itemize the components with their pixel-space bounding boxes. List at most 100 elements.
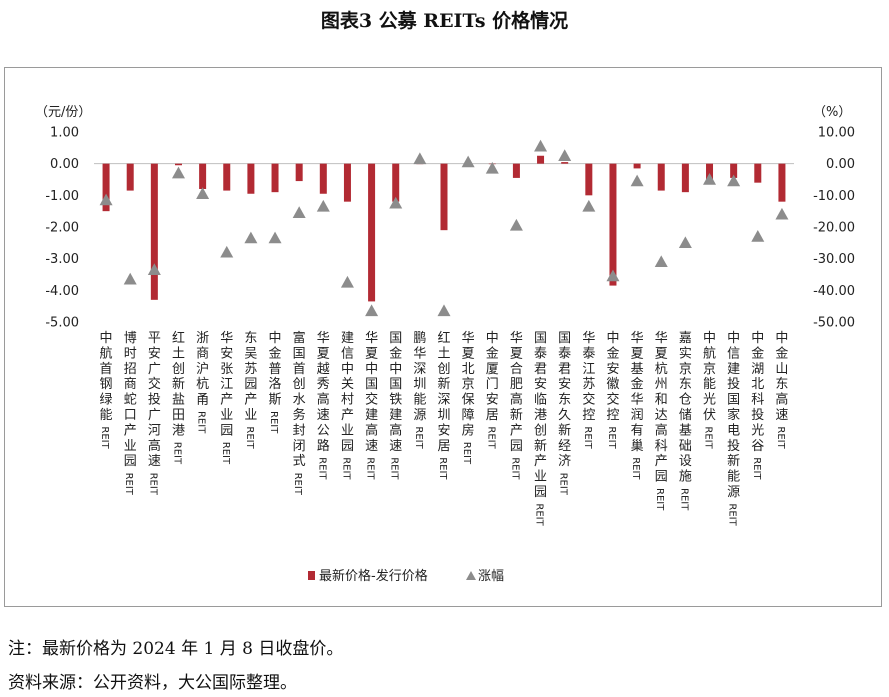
legend-bar-swatch [308,571,315,580]
change-marker-3 [147,263,161,275]
category-label-suffix: REIT [292,473,303,496]
category-label-5: 浙商沪杭甬 [196,331,209,408]
category-label-28: 中金湖北科投光谷 [751,331,764,454]
category-label-16: 华夏北京保障房 [462,331,475,438]
bar-3 [150,163,158,300]
change-marker-14 [413,152,427,165]
category-label-suffix: REIT [99,426,110,449]
right-axis-unit: （%） [813,105,851,120]
left-tick-label: -5.00 [45,316,79,331]
category-label-suffix: REIT [558,473,569,496]
bar-18 [512,163,520,178]
change-marker-4 [171,166,185,179]
bar-2 [126,163,134,191]
category-label-suffix: REIT [727,503,738,526]
left-axis-unit: （元/份） [35,105,91,120]
bar-19 [537,155,545,164]
category-label-suffix: REIT [244,426,255,449]
category-label-26: 中航京能光伏 [703,331,716,423]
change-marker-27 [727,174,741,187]
bar-6 [223,163,231,191]
left-tick-label: 0.00 [50,157,79,172]
legend-triangle-swatch [466,571,476,580]
category-label-2: 博时招商蛇口产业园 [124,331,137,469]
category-label-suffix: REIT [509,457,520,480]
change-marker-7 [244,231,258,244]
bar-1 [102,163,110,212]
category-label-29: 中金山东高速 [775,331,788,423]
bar-13 [392,163,400,202]
legend-bar-label: 最新价格-发行价格 [319,568,428,584]
category-label-suffix: REIT [268,411,279,434]
change-marker-20 [558,149,572,161]
category-label-20: 国泰君安东久新经济 [558,331,571,469]
category-label-suffix: REIT [461,442,472,465]
change-marker-19 [534,139,548,152]
change-marker-6 [220,245,234,258]
change-marker-12 [365,304,379,317]
change-marker-9 [292,206,306,218]
category-label-suffix: REIT [606,426,617,449]
footnote-price-date: 注：最新价格为 2024 年 1 月 8 日收盘价。 [8,639,344,659]
change-marker-5 [196,187,210,199]
right-tick-label: -50.00 [813,316,855,331]
category-label-18: 华夏合肥高新产园 [510,331,523,454]
category-label-suffix: REIT [485,426,496,449]
right-tick-label: -10.00 [813,189,855,204]
figure-title: 图表3 公募 REITs 价格情况 [320,10,569,32]
bar-26 [706,163,714,180]
bar-10 [319,163,327,194]
bar-12 [368,163,376,302]
bar-28 [754,163,762,183]
bar-5 [199,163,207,189]
category-label-22: 中金安徽交控 [606,331,619,423]
category-label-suffix: REIT [340,457,351,480]
category-label-19: 国泰君安临港创新产业园 [534,331,547,500]
category-label-7: 东吴苏园产业 [244,331,257,423]
footnote-source: 资料来源：公开资料，大公国际整理。 [8,673,297,693]
change-marker-29 [775,207,789,220]
change-marker-1 [99,193,113,206]
right-tick-label: -40.00 [813,284,855,299]
change-marker-22 [606,269,620,282]
category-label-suffix: REIT [220,442,231,465]
change-marker-16 [461,155,475,168]
category-label-14: 鹏华深圳能源 [413,331,426,423]
bar-7 [247,163,255,194]
reits-price-chart: （元/份） （%） 1.00 0.00 -1.00 -2.00 -3.00 -4.00 -5.0… [35,105,855,584]
category-label-23: 华夏基金华润有巢 [631,331,644,454]
category-label-suffix: REIT [365,457,376,480]
category-label-15: 红土创新深圳安居 [437,330,450,454]
category-label-13: 国金中国铁建高速 [389,331,402,454]
change-marker-28 [751,230,765,242]
bar-27 [730,163,738,178]
change-marker-2 [123,272,137,285]
change-marker-25 [678,236,692,249]
change-marker-11 [340,275,354,288]
category-label-17: 中金厦门安居 [486,331,499,423]
change-marker-21 [582,199,596,212]
legend-triangle-label: 涨幅 [478,569,504,584]
bar-8 [271,163,279,193]
category-label-9: 富国首创水务封闭式 [293,330,306,469]
category-label-suffix: REIT [413,426,424,449]
category-label-suffix: REIT [751,457,762,480]
bar-29 [778,163,786,202]
right-tick-label: -30.00 [813,252,855,267]
right-tick-label: -20.00 [813,221,855,236]
category-label-suffix: REIT [775,426,786,449]
category-label-suffix: REIT [582,426,593,449]
left-tick-label: -3.00 [45,252,79,267]
category-label-10: 华夏越秀高速公路 [317,331,330,454]
category-label-suffix: REIT [654,488,665,511]
category-label-8: 中金普洛斯 [269,331,282,408]
bar-24 [657,163,665,191]
bar-4 [174,163,182,166]
category-label-6: 华安张江产业园 [220,331,233,438]
category-label-suffix: REIT [123,473,134,496]
bar-22 [609,163,617,286]
change-marker-15 [437,304,451,317]
category-label-12: 华夏中国交建高速 [365,331,378,454]
right-tick-label: 10.00 [818,126,855,141]
change-marker-17 [485,161,499,174]
